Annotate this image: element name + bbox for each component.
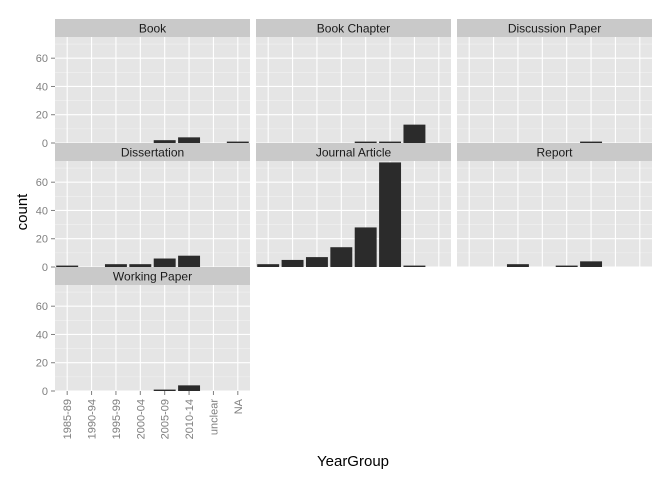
y-axes: 0 20 40 60 0 20 40 60 0 20 40 60 bbox=[36, 53, 55, 398]
bar-book-chapter-2010-14 bbox=[379, 141, 402, 143]
x-tick-label: NA bbox=[233, 398, 245, 414]
x-tick-label: 2005-09 bbox=[160, 399, 172, 439]
bar-report-1995-99 bbox=[506, 264, 529, 267]
y-tick-label: 0 bbox=[42, 262, 48, 274]
facet-strip bbox=[457, 143, 652, 161]
bar-report-2010-14 bbox=[580, 261, 603, 267]
y-tick-label: 0 bbox=[42, 386, 48, 398]
bar-report-2005-09 bbox=[555, 265, 578, 267]
facet-title: Book bbox=[139, 22, 167, 36]
y-tick-label: 40 bbox=[36, 205, 48, 217]
bar-journal-article-2005-09 bbox=[354, 227, 377, 267]
bar-dissertation-1995-99 bbox=[104, 264, 127, 267]
y-tick-label: 20 bbox=[36, 110, 48, 122]
bar-book-2005-09 bbox=[153, 140, 176, 143]
y-tick-label: 40 bbox=[36, 329, 48, 341]
bar-working-paper-2005-09 bbox=[153, 389, 176, 391]
panel-background bbox=[55, 37, 250, 143]
y-tick-label: 40 bbox=[36, 81, 48, 93]
facet-working-paper: Working Paper bbox=[55, 267, 250, 392]
facet-discussion-paper: Discussion Paper bbox=[457, 19, 652, 144]
bar-dissertation-1985-89 bbox=[56, 265, 79, 267]
bar-book-na bbox=[226, 141, 249, 143]
facet-dissertation: Dissertation bbox=[55, 143, 250, 268]
facet-strip bbox=[457, 19, 652, 37]
facet-book: Book bbox=[55, 19, 250, 144]
bar-book-chapter-2005-09 bbox=[354, 141, 377, 143]
facet-title: Discussion Paper bbox=[508, 22, 601, 36]
facet-title: Report bbox=[536, 146, 573, 160]
bar-dissertation-2010-14 bbox=[178, 255, 201, 267]
bar-journal-article-unclear bbox=[403, 265, 426, 267]
bar-book-chapter-unclear bbox=[403, 124, 426, 143]
panel-background bbox=[55, 285, 250, 391]
x-tick-label: 1990-94 bbox=[87, 399, 99, 439]
y-tick-label: 0 bbox=[42, 138, 48, 150]
facet-strip bbox=[256, 143, 451, 161]
panel-background bbox=[457, 161, 652, 267]
x-tick-label: 1985-89 bbox=[62, 399, 74, 439]
bar-working-paper-2010-14 bbox=[178, 385, 201, 391]
facet-report: Report bbox=[457, 143, 652, 268]
facet-title: Dissertation bbox=[121, 146, 184, 160]
facet-panels: Book Book Chapter Discussion Paper Disserta… bbox=[55, 19, 652, 392]
x-tick-label: 2000-04 bbox=[135, 399, 147, 439]
y-tick-label: 60 bbox=[36, 53, 48, 65]
bar-journal-article-1985-89 bbox=[257, 264, 280, 267]
y-tick-label: 20 bbox=[36, 234, 48, 246]
x-axis-title: YearGroup bbox=[317, 453, 389, 470]
bar-journal-article-1990-94 bbox=[281, 259, 304, 267]
y-tick-label: 60 bbox=[36, 301, 48, 313]
facet-title: Working Paper bbox=[113, 270, 192, 284]
panel-background bbox=[457, 37, 652, 143]
bar-journal-article-2010-14 bbox=[379, 162, 402, 267]
bar-journal-article-2000-04 bbox=[330, 247, 353, 267]
facet-title: Book Chapter bbox=[317, 22, 390, 36]
bar-book-2010-14 bbox=[178, 137, 201, 143]
y-tick-label: 60 bbox=[36, 177, 48, 189]
y-tick-label: 20 bbox=[36, 358, 48, 370]
bar-discussion-paper-2010-14 bbox=[580, 141, 603, 143]
facet-title: Journal Article bbox=[316, 146, 392, 160]
x-tick-label: 1995-99 bbox=[111, 399, 123, 439]
facet-strip bbox=[55, 267, 250, 285]
panel-background bbox=[256, 161, 451, 267]
facet-strip bbox=[55, 143, 250, 161]
bar-dissertation-2005-09 bbox=[153, 258, 176, 267]
x-tick-label: unclear bbox=[208, 399, 220, 435]
facet-strip bbox=[55, 19, 250, 37]
facet-strip bbox=[256, 19, 451, 37]
bar-journal-article-1995-99 bbox=[305, 257, 328, 267]
facet-journal-article: Journal Article bbox=[256, 143, 451, 268]
bar-dissertation-2000-04 bbox=[129, 264, 152, 267]
facet-book-chapter: Book Chapter bbox=[256, 19, 451, 144]
y-axis-title: count bbox=[14, 193, 31, 231]
panel-background bbox=[55, 161, 250, 267]
x-tick-label: 2010-14 bbox=[184, 399, 196, 439]
x-axis: 1985-89 1990-94 1995-99 2000-04 2005-09 2010-… bbox=[62, 391, 245, 439]
